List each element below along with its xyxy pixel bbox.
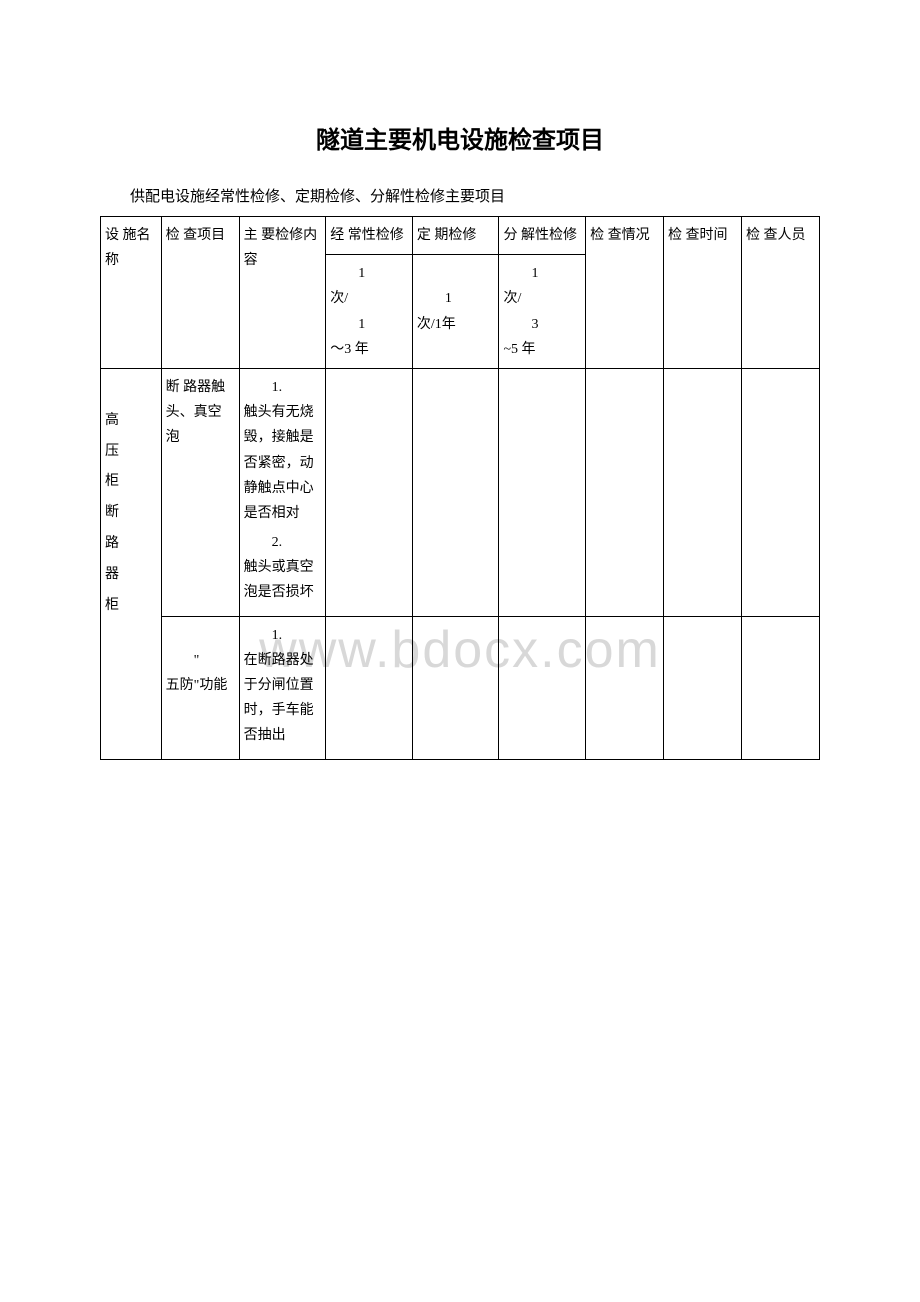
header-freq2-first: 定	[417, 228, 431, 243]
person-cell	[742, 616, 820, 759]
freq3-cell	[499, 616, 586, 759]
header-freq1-rest: 常性检修	[348, 228, 404, 243]
content-cell: 1. 触头有无烧毁，接触是否紧密，动静触点中心是否相对 2. 触头或真空泡是否损…	[239, 368, 326, 616]
item-cell: 断 路器触头、真空泡	[161, 368, 239, 616]
facility-text: 高压柜断路器柜	[105, 413, 119, 613]
table-row: " 五防"功能 1. 在断路器处于分闸位置时，手车能否抽出	[101, 616, 820, 759]
freq3-cell	[499, 368, 586, 616]
time-cell	[664, 616, 742, 759]
freq1-cell	[326, 616, 413, 759]
status-cell	[586, 616, 664, 759]
header-person-rest: 查人员	[764, 228, 806, 243]
content-num-2: 2.	[244, 530, 322, 555]
header-status-rest: 查情况	[608, 228, 650, 243]
header-status-first: 检	[590, 228, 604, 243]
header-facility-first: 设	[105, 228, 119, 243]
item-first: 断	[166, 380, 180, 395]
inspection-table: 设 施名称 检 查项目 主 要检修内容 经 常性检修 定 期检修 分 解性检修 …	[100, 216, 820, 760]
header-content-first: 主	[244, 228, 258, 243]
content-text-1: 在断路器处于分闸位置时，手车能否抽出	[244, 653, 314, 744]
header-time-first: 检	[668, 228, 682, 243]
item-cell: " 五防"功能	[161, 616, 239, 759]
item-text: 五防"功能	[166, 678, 228, 693]
header-row-1: 设 施名称 检 查项目 主 要检修内容 经 常性检修 定 期检修 分 解性检修 …	[101, 217, 820, 255]
header-freq2-rest: 期检修	[434, 228, 476, 243]
person-cell	[742, 368, 820, 616]
header-freq1-detail: 1次/1～3 年	[326, 255, 413, 369]
item-quote: "	[166, 648, 235, 673]
freq1-cell	[326, 368, 413, 616]
freq2-cell	[412, 368, 499, 616]
status-cell	[586, 368, 664, 616]
header-freq3-rest: 解性检修	[521, 228, 577, 243]
facility-cell: 高压柜断路器柜	[101, 368, 162, 759]
header-freq2-detail: 1次/1年	[412, 255, 499, 369]
freq2-cell	[412, 616, 499, 759]
header-item-first: 检	[166, 228, 180, 243]
content-num-1: 1.	[244, 623, 322, 648]
table-row: 高压柜断路器柜 断 路器触头、真空泡 1. 触头有无烧毁，接触是否紧密，动静触点…	[101, 368, 820, 616]
content-text-2: 触头或真空泡是否损坏	[244, 560, 314, 600]
header-time-rest: 查时间	[686, 228, 728, 243]
page-subtitle: 供配电设施经常性检修、定期检修、分解性检修主要项目	[130, 185, 820, 206]
header-freq3-detail: 1次/3~5 年	[499, 255, 586, 369]
header-person-first: 检	[746, 228, 760, 243]
content-cell: 1. 在断路器处于分闸位置时，手车能否抽出	[239, 616, 326, 759]
content-num-1: 1.	[244, 375, 322, 400]
header-freq1-first: 经	[330, 228, 344, 243]
content-text-1: 触头有无烧毁，接触是否紧密，动静触点中心是否相对	[244, 405, 314, 521]
header-freq3-first: 分	[503, 228, 517, 243]
page-title: 隧道主要机电设施检查项目	[100, 120, 820, 155]
header-item-rest: 查项目	[183, 228, 225, 243]
time-cell	[664, 368, 742, 616]
